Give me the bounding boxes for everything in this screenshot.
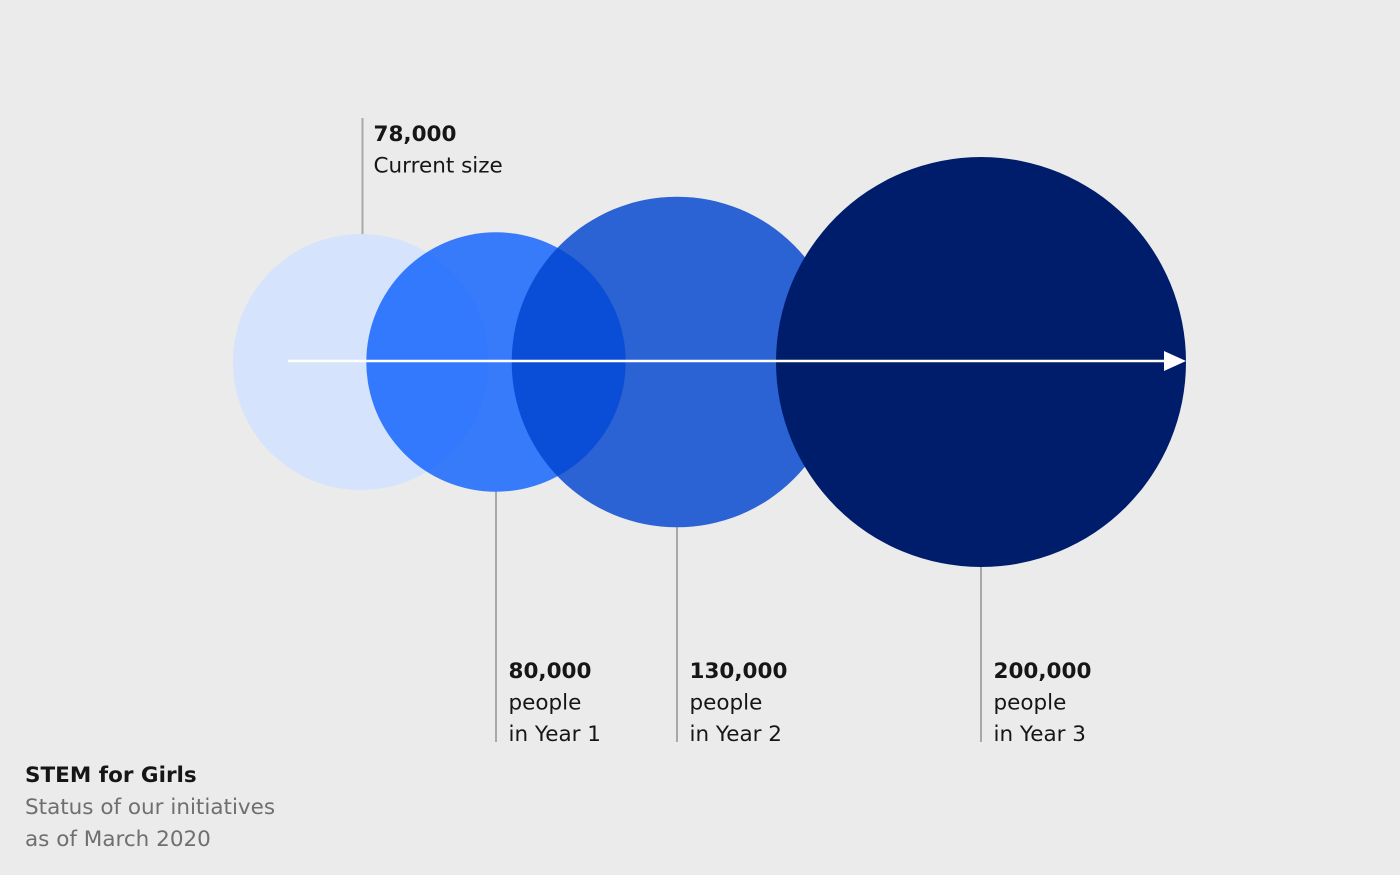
description-label-3-2: in Year 2	[690, 722, 782, 747]
description-label-1-1: Current size	[374, 154, 503, 179]
chart-title: STEM for Girls	[25, 763, 197, 788]
description-label-2-1: people	[509, 691, 582, 716]
chart-subtitle-line-2: as of March 2020	[25, 827, 211, 852]
chart-subtitle-line-1: Status of our initiatives	[25, 795, 276, 820]
description-label-4-2: in Year 3	[994, 722, 1086, 747]
description-label-3-1: people	[690, 691, 763, 716]
description-label-2-2: in Year 1	[509, 722, 601, 747]
description-label-4-1: people	[994, 691, 1067, 716]
chart-caption: STEM for Girls Status of our initiatives…	[25, 760, 275, 856]
arrow-head	[1164, 351, 1186, 371]
value-label-2: 80,000	[509, 659, 592, 684]
leader-lines	[361, 118, 982, 742]
data-labels: 78,000 Current size 80,000 people in Year 1 1…	[374, 122, 1092, 747]
value-label-4: 200,000	[994, 659, 1092, 684]
growth-arrow	[288, 351, 1186, 371]
value-label-3: 130,000	[690, 659, 788, 684]
value-label-1: 78,000	[374, 122, 457, 147]
